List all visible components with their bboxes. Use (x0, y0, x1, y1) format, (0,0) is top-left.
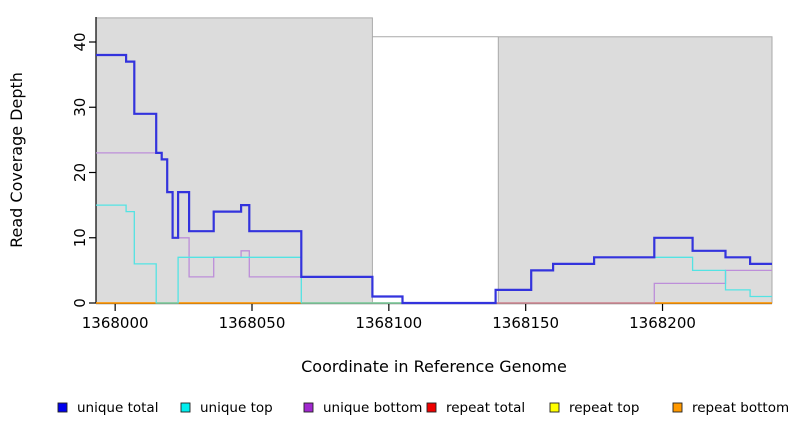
legend-label-unique-total: unique total (77, 400, 158, 416)
legend-label-unique-top: unique top (200, 400, 273, 416)
y-tick-label: 20 (71, 163, 89, 182)
x-tick-label: 1368050 (219, 314, 286, 332)
x-tick-label: 1368150 (492, 314, 559, 332)
coverage-region-shade (95, 17, 373, 304)
legend-label-repeat-bottom: repeat bottom (692, 400, 789, 416)
legend-label-repeat-total: repeat total (446, 400, 525, 416)
y-tick-label: 0 (71, 298, 89, 308)
x-tick-label: 1368000 (82, 314, 149, 332)
legend-swatch-unique-top (180, 402, 191, 413)
x-axis-label: Coordinate in Reference Genome (301, 357, 567, 376)
x-tick-label: 1368100 (355, 314, 422, 332)
legend-label-repeat-top: repeat top (569, 400, 639, 416)
legend: unique total unique top unique bottom repea… (57, 400, 789, 416)
y-axis-label: Read Coverage Depth (7, 72, 26, 248)
axes: 0 10 20 30 40 1368000 1368050 1368100 1368150 136… (71, 17, 772, 332)
coverage-region-shade (497, 36, 773, 304)
y-tick-label: 10 (71, 228, 89, 247)
legend-swatch-repeat-total (426, 402, 437, 413)
legend-swatch-repeat-top (549, 402, 560, 413)
series-line-unique-total (96, 53, 772, 305)
x-tick-label: 1368200 (629, 314, 696, 332)
y-tick-label: 40 (71, 32, 89, 51)
y-tick-label: 30 (71, 98, 89, 117)
plot-background-regions (95, 17, 773, 304)
series-lines (96, 53, 772, 305)
legend-swatch-repeat-bottom (672, 402, 683, 413)
legend-swatch-unique-bottom (303, 402, 314, 413)
legend-label-unique-bottom: unique bottom (323, 400, 422, 416)
legend-swatch-unique-total (57, 402, 68, 413)
